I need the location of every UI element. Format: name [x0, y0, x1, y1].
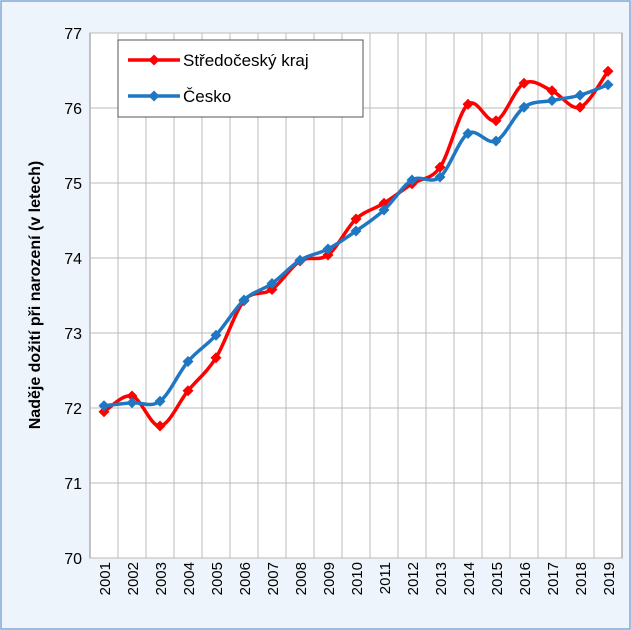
- marker: [518, 77, 530, 89]
- y-tick-label: 72: [64, 401, 82, 418]
- y-tick-label: 70: [64, 551, 82, 568]
- legend-marker: [148, 90, 160, 102]
- x-tick-label: 2010: [349, 562, 366, 595]
- marker: [434, 161, 446, 173]
- marker: [462, 128, 474, 139]
- marker: [406, 174, 418, 186]
- x-tick-label: 2001: [97, 562, 114, 595]
- marker: [490, 135, 502, 147]
- marker: [182, 356, 194, 367]
- x-tick-label: 2002: [125, 562, 142, 595]
- marker: [602, 79, 614, 91]
- marker: [518, 101, 530, 113]
- marker: [98, 400, 110, 412]
- legend-label: Česko: [183, 87, 231, 106]
- marker: [574, 89, 586, 101]
- x-tick-label: 2013: [433, 562, 450, 595]
- x-tick-label: 2006: [237, 562, 254, 595]
- legend-marker: [148, 54, 160, 66]
- x-tick-label: 2007: [265, 562, 282, 595]
- x-tick-label: 2011: [377, 562, 394, 594]
- y-tick-label: 76: [64, 101, 82, 118]
- marker: [210, 352, 222, 364]
- marker: [322, 249, 334, 261]
- marker: [154, 395, 166, 407]
- x-tick-label: 2019: [601, 562, 618, 595]
- x-tick-label: 2015: [489, 562, 506, 595]
- marker: [126, 390, 138, 402]
- marker: [182, 385, 194, 397]
- marker: [574, 101, 586, 113]
- x-tick-label: 2018: [573, 562, 590, 595]
- legend: [117, 39, 364, 118]
- marker: [266, 278, 278, 289]
- marker: [546, 95, 558, 106]
- x-tick-label: 2017: [545, 562, 562, 595]
- y-tick-label: 74: [64, 251, 82, 268]
- marker: [238, 294, 250, 306]
- y-tick-label: 73: [64, 326, 82, 343]
- marker: [490, 115, 502, 127]
- x-tick-label: 2003: [153, 562, 170, 595]
- marker: [602, 65, 614, 77]
- y-tick-label: 75: [64, 176, 82, 193]
- x-tick-label: 2009: [321, 562, 338, 595]
- marker: [98, 406, 110, 418]
- y-tick-label: 71: [64, 476, 82, 493]
- y-axis-label: Naděje dožití při narození (v letech): [27, 161, 44, 430]
- marker: [350, 213, 362, 225]
- x-tick-label: 2012: [405, 562, 422, 595]
- marker: [294, 254, 306, 266]
- x-tick-label: 2004: [181, 562, 198, 595]
- legend-label: Středočeský kraj: [183, 51, 309, 70]
- marker: [546, 85, 558, 97]
- marker: [210, 329, 222, 341]
- marker: [434, 171, 446, 183]
- marker: [322, 243, 334, 255]
- x-tick-label: 2014: [461, 562, 478, 595]
- x-tick-label: 2016: [517, 562, 534, 595]
- marker: [126, 397, 138, 409]
- marker: [154, 420, 166, 432]
- y-tick-label: 77: [64, 26, 82, 43]
- plot-area: [89, 32, 623, 559]
- marker: [378, 204, 390, 216]
- marker: [350, 225, 362, 237]
- x-tick-label: 2008: [293, 562, 310, 595]
- marker: [462, 98, 474, 110]
- x-tick-label: 2005: [209, 562, 226, 595]
